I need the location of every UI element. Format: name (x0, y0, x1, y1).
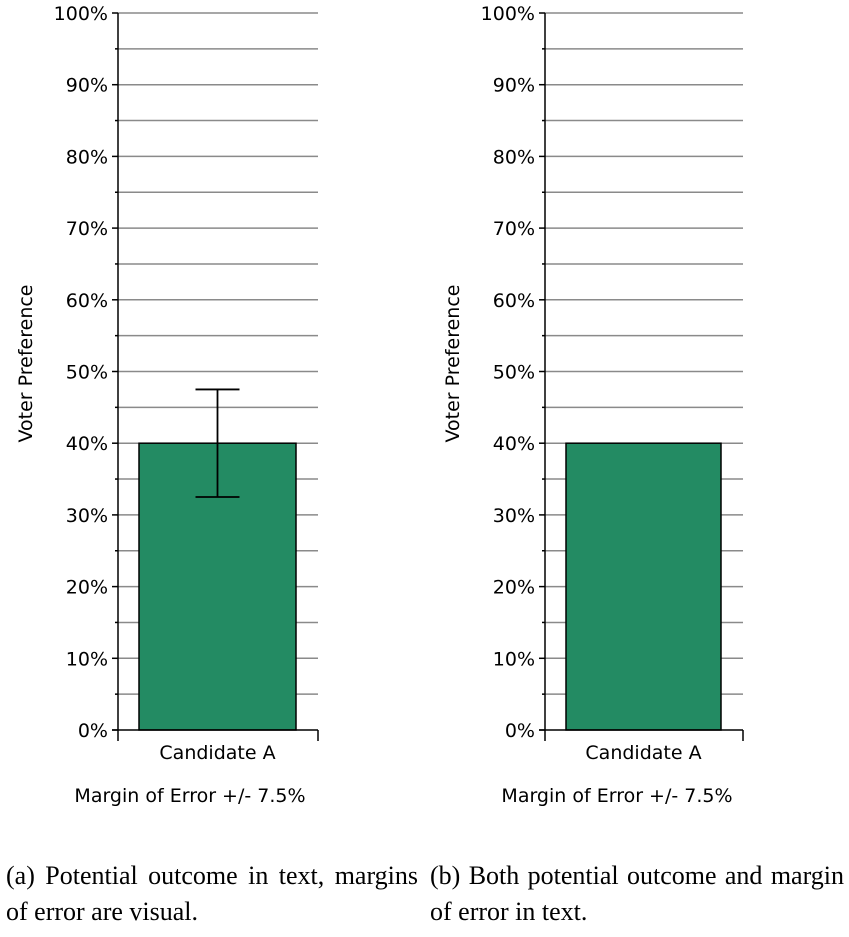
y-tick-label: 40% (493, 433, 535, 455)
y-tick-label: 40% (66, 433, 108, 455)
chart-a: 0% 10% 20% 30% 40% 50% 60% 70% 80% 90% 100% Voter P… (15, 3, 319, 807)
y-tick-label: 20% (66, 577, 108, 599)
y-tick-label: 90% (66, 75, 108, 97)
y-tick-label: 100% (481, 3, 535, 25)
y-tick-label: 90% (493, 75, 535, 97)
chart-b: 0% 10% 20% 30% 40% 50% 60% 70% 80% 90% 100% Voter P… (442, 3, 744, 807)
margin-of-error-note: Margin of Error +/- 7.5% (74, 785, 305, 807)
y-tick-label: 50% (66, 362, 108, 384)
y-tick-label: 80% (66, 146, 108, 168)
caption-a: (a) Potential outcome in text, margins o… (6, 861, 418, 926)
x-category-label: Candidate A (585, 742, 701, 764)
y-tick-label: 0% (78, 720, 108, 742)
y-tick-label: 70% (493, 218, 535, 240)
y-tick-label: 60% (66, 290, 108, 312)
y-tick-label: 60% (493, 290, 535, 312)
y-tick-label: 0% (505, 720, 535, 742)
x-category-label: Candidate A (159, 742, 275, 764)
y-tick-label: 20% (493, 577, 535, 599)
y-tick-label: 10% (493, 648, 535, 670)
bar-candidate-a (565, 442, 722, 731)
charts-canvas: 0% 10% 20% 30% 40% 50% 60% 70% 80% 90% 100% Voter P… (15, 3, 744, 807)
y-tick-label: 70% (66, 218, 108, 240)
y-tick-label: 100% (54, 3, 108, 25)
y-tick-label: 10% (66, 648, 108, 670)
error-bar (195, 388, 240, 498)
caption-b: (b) Both potential outcome and margin of… (430, 861, 844, 926)
y-tick-label: 80% (493, 146, 535, 168)
y-tick-label: 30% (493, 505, 535, 527)
y-tick-label: 30% (66, 505, 108, 527)
margin-of-error-note: Margin of Error +/- 7.5% (501, 785, 732, 807)
y-axis-title: Voter Preference (15, 285, 37, 443)
y-axis-title: Voter Preference (442, 285, 464, 443)
y-tick-label: 50% (493, 362, 535, 384)
